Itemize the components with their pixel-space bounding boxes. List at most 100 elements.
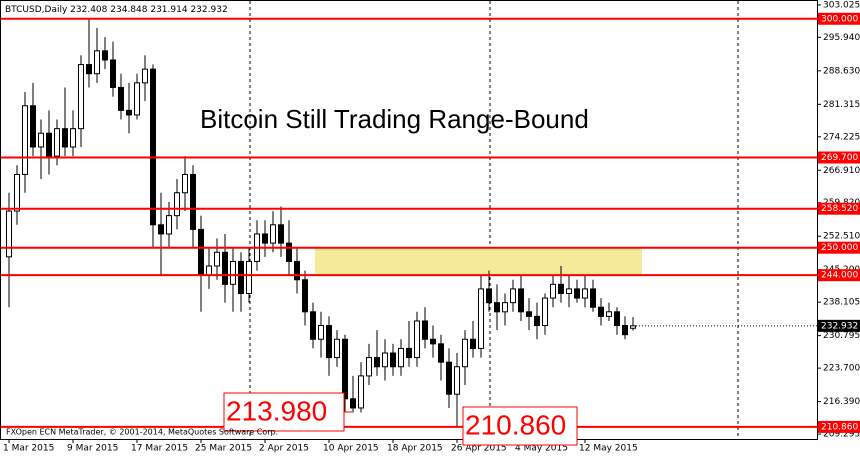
annotation-box — [462, 406, 578, 446]
candle-body — [22, 105, 28, 175]
price-label: 210.860 — [821, 422, 858, 432]
candle-body — [566, 288, 572, 294]
candle-body — [86, 64, 92, 75]
x-tick-label: 26 Apr 2015 — [451, 444, 507, 454]
candle-body — [278, 224, 284, 244]
candle-body — [206, 265, 212, 276]
y-tick-label: 281.315 — [823, 100, 860, 110]
candle-body — [294, 260, 300, 281]
candle-body — [302, 279, 308, 313]
candle-body — [342, 338, 348, 400]
candle-body — [582, 288, 588, 299]
candle-body — [494, 302, 500, 313]
x-tick-label: 2 Apr 2015 — [259, 444, 309, 454]
candle-body — [366, 357, 372, 377]
high-value: 234.848 — [110, 5, 147, 15]
candle-body — [398, 347, 404, 368]
candle-body — [438, 343, 444, 363]
x-tick-label: 10 Apr 2015 — [323, 444, 379, 454]
header: BTCUSD,Daily 232.408 234.848 231.914 232… — [5, 5, 228, 15]
candle-body — [590, 288, 596, 308]
candle-body — [542, 297, 548, 327]
candle-body — [126, 109, 132, 116]
x-tick-label: 9 Mar 2015 — [67, 444, 118, 454]
period-separators — [249, 1, 739, 439]
candle-body — [502, 302, 508, 313]
candle-body — [46, 132, 52, 157]
y-tick-label: 295.940 — [823, 33, 860, 43]
candle-body — [270, 224, 276, 244]
candle-body — [158, 224, 164, 235]
candle-body — [622, 325, 628, 336]
open-value: 232.408 — [70, 5, 107, 15]
x-tick-label: 4 May 2015 — [515, 444, 568, 454]
candle-body — [430, 338, 436, 345]
candle-body — [518, 288, 524, 313]
candle-body — [6, 210, 12, 258]
candle-body — [14, 173, 20, 212]
y-tick-label: 209.295 — [823, 430, 860, 440]
candle-body — [318, 325, 324, 340]
price-label-box — [818, 202, 860, 215]
y-tick-label: 252.510 — [823, 232, 860, 242]
candle-body — [478, 288, 484, 349]
candle-body — [230, 260, 236, 285]
candle-body — [286, 242, 292, 262]
candle-body — [470, 338, 476, 349]
candle-body — [390, 352, 396, 368]
x-tick-label: 1 Mar 2015 — [3, 444, 54, 454]
candle-body — [558, 283, 564, 294]
candle-body — [310, 311, 316, 340]
candle-body — [166, 215, 172, 235]
candle-body — [574, 288, 580, 299]
price-label-box — [818, 269, 860, 282]
x-tick-label: 25 Mar 2015 — [195, 444, 252, 454]
x-tick-label: 17 Mar 2015 — [131, 444, 188, 454]
annotation-low: 213.980 — [226, 395, 327, 426]
candle-body — [54, 128, 60, 157]
current-price-box — [818, 319, 860, 332]
candle-body — [198, 228, 204, 276]
candle-body — [486, 288, 492, 304]
candle-body — [110, 59, 116, 88]
candle-body — [614, 311, 620, 327]
candle-body — [102, 50, 108, 61]
candle-body — [350, 398, 356, 409]
candle-body — [182, 173, 188, 194]
candle-body — [630, 325, 636, 329]
candle-body — [534, 315, 540, 327]
price-label: 258.520 — [821, 204, 858, 214]
y-tick-label: 288.630 — [823, 66, 860, 76]
price-label: 269.700 — [821, 153, 858, 163]
candle-body — [262, 233, 268, 244]
candle-body — [598, 306, 604, 317]
candle-body — [222, 251, 228, 285]
candle-body — [134, 82, 140, 116]
footer: FXOpen ECN MetaTrader, © 2001-2014, Meta… — [6, 428, 278, 437]
symbol: BTCUSD,Daily — [5, 5, 68, 15]
low-value: 231.914 — [150, 5, 187, 15]
y-tick-label: 223.700 — [823, 364, 860, 374]
plot-frame — [0, 0, 818, 440]
candle-body — [70, 128, 76, 148]
candle-body — [238, 260, 244, 294]
candle-body — [214, 251, 220, 267]
candle-body — [142, 68, 148, 84]
candle-body — [62, 128, 68, 148]
candle-body — [422, 320, 428, 340]
candle-body — [38, 132, 44, 148]
candle-body — [446, 361, 452, 395]
candle-body — [326, 325, 332, 359]
x-tick-label: 12 May 2015 — [579, 444, 638, 454]
y-tick-label: 274.225 — [823, 132, 860, 142]
candle-body — [510, 288, 516, 304]
annotation-low: 210.860 — [465, 409, 566, 440]
annotation-title: Bitcoin Still Trading Range-Bound — [200, 104, 589, 134]
y-tick-label: 230.795 — [823, 331, 860, 341]
price-label-box — [818, 151, 860, 164]
candle-body — [382, 352, 388, 368]
candle-body — [30, 105, 36, 148]
y-tick-label: 216.390 — [823, 397, 860, 407]
price-label-box — [818, 241, 860, 254]
candle-body — [358, 375, 364, 409]
